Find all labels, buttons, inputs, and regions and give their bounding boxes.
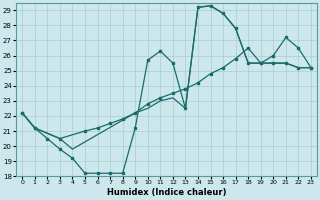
X-axis label: Humidex (Indice chaleur): Humidex (Indice chaleur) — [107, 188, 226, 197]
